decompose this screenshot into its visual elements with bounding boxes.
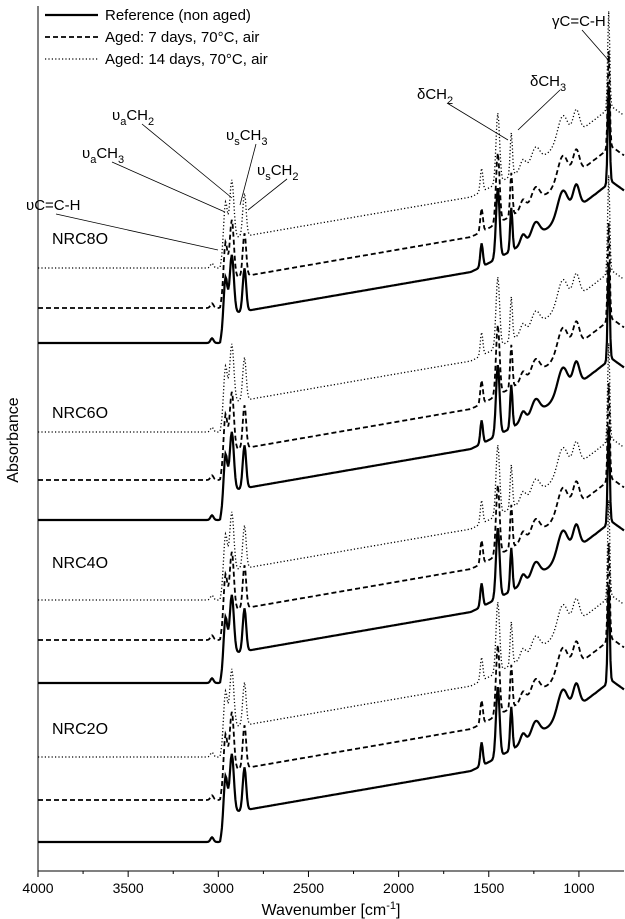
spectrum-nrc4o-dashed	[38, 383, 625, 641]
x-tick-label: 1000	[563, 880, 594, 896]
spectra-group	[38, 11, 625, 844]
x-tick-label: 2000	[383, 880, 414, 896]
x-tick-label: 4000	[22, 880, 53, 896]
band-label: υC=C-H	[26, 197, 80, 214]
x-axis-label-main: Wavenumber [cm	[261, 902, 386, 919]
spectrum-nrc8o-dotted	[38, 11, 625, 269]
band-arrow	[581, 29, 611, 63]
band-arrow	[247, 178, 288, 211]
band-label: υaCH3	[82, 145, 124, 166]
spectrum-nrc4o-dotted	[38, 343, 625, 601]
x-axis-label-sup: -1	[386, 900, 396, 912]
band-arrow	[111, 161, 226, 213]
spectrum-nrc6o-dotted	[38, 175, 625, 433]
band-arrow	[446, 102, 509, 141]
y-axis-label: Absorbance	[5, 397, 22, 482]
x-axis-ticks: 4000 3500 3000 2500 2000 1500 1000	[22, 871, 595, 896]
band-label: υsCH3	[226, 127, 268, 148]
sample-labels: NRC8O NRC6O NRC4O NRC2O	[52, 231, 108, 738]
spectrum-nrc8o-dashed	[38, 51, 625, 309]
spectrum-nrc6o-dashed	[38, 223, 625, 481]
band-label: υsCH2	[257, 162, 299, 183]
x-axis-label-end: ]	[396, 902, 400, 919]
spectrum-nrc2o-solid	[38, 585, 625, 844]
band-label: δCH3	[530, 73, 566, 94]
sample-label-nrc8o: NRC8O	[52, 231, 108, 248]
x-tick-label: 1500	[473, 880, 504, 896]
spectrum-nrc8o-solid	[38, 86, 625, 345]
spectrum-nrc6o-solid	[38, 263, 625, 522]
legend-label: Reference (non aged)	[105, 7, 251, 24]
legend-label: Aged: 14 days, 70°C, air	[105, 51, 268, 68]
x-axis-label: Wavenumber [cm-1]	[261, 900, 400, 919]
sample-label-nrc6o: NRC6O	[52, 405, 108, 422]
band-arrow	[517, 89, 561, 131]
band-label: δCH2	[417, 86, 453, 107]
plot-frame	[37, 6, 624, 872]
legend-label: Aged: 7 days, 70°C, air	[105, 29, 259, 46]
band-arrow	[55, 213, 219, 251]
band-arrow	[141, 123, 233, 199]
band-annotations: υC=C-H υaCH3 υaCH2 υsCH3 υsCH2 δCH2 δCH3 γC=C-H	[26, 13, 611, 251]
band-label: γC=C-H	[552, 13, 606, 30]
band-label: υaCH2	[112, 107, 154, 128]
spectrum-nrc2o-dotted	[38, 500, 625, 758]
x-tick-label: 2500	[293, 880, 324, 896]
x-tick-label: 3000	[203, 880, 234, 896]
sample-label-nrc4o: NRC4O	[52, 555, 108, 572]
band-arrow	[239, 143, 257, 206]
sample-label-nrc2o: NRC2O	[52, 721, 108, 738]
x-tick-label: 3500	[113, 880, 144, 896]
legend: Reference (non aged) Aged: 7 days, 70°C, …	[45, 7, 268, 68]
spectrum-nrc4o-solid	[38, 426, 625, 685]
spectrum-nrc2o-dashed	[38, 543, 625, 801]
